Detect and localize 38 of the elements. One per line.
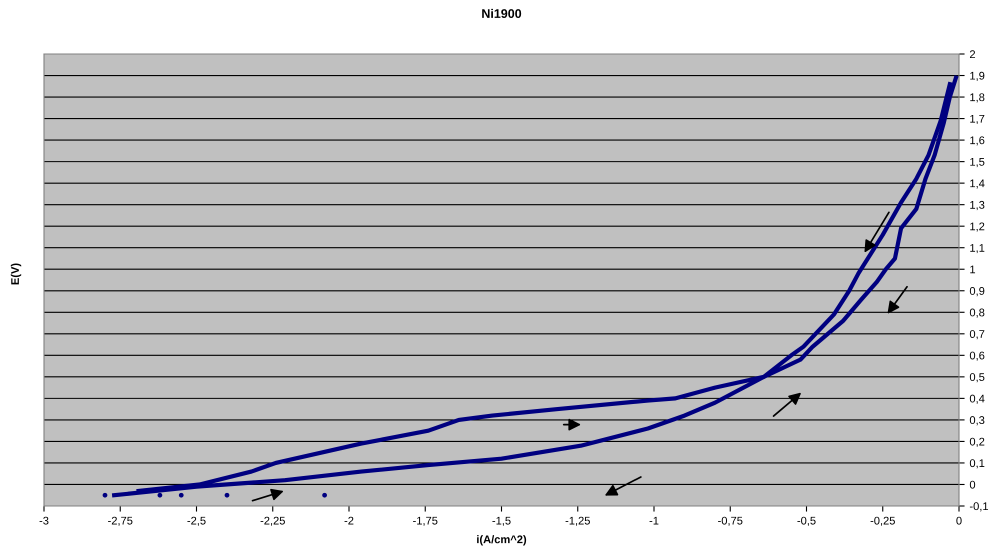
y-tick-label: 1,6 (970, 136, 984, 146)
y-tick-label: -0,1 (970, 502, 988, 512)
y-tick-label: 2 (970, 50, 976, 58)
y-axis-title: E(V) (10, 263, 22, 284)
x-tick-label: -2,25 (260, 516, 285, 526)
y-tick-label: 0,6 (970, 352, 984, 361)
x-tick-label: -2 (344, 516, 354, 524)
x-tick-label: 0 (956, 516, 962, 525)
x-tick-label: -1,75 (413, 516, 438, 526)
x-tick-label: -3 (40, 516, 48, 525)
y-tick-label: 0,1 (970, 459, 984, 468)
y-tick-label: 1,8 (970, 93, 984, 102)
y-tick-label: 1,2 (970, 222, 984, 232)
y-tick-label: 0,2 (970, 438, 984, 447)
x-tick-label: -1,5 (492, 516, 511, 526)
y-tick-label: 1,9 (970, 72, 984, 81)
y-tick-label: 1,3 (970, 200, 984, 210)
y-tick-label: 1,4 (970, 180, 985, 189)
x-tick-label: -1 (650, 516, 658, 524)
x-tick-label: -0,5 (797, 516, 816, 526)
x-tick-label: -0,75 (718, 516, 742, 526)
x-tick-label: -2,5 (187, 516, 206, 526)
chart-title: Ni1900 (482, 8, 522, 18)
x-tick-label: -2,75 (108, 516, 132, 526)
y-tick-label: 0,9 (970, 287, 984, 296)
y-tick-label: 1 (970, 266, 976, 274)
y-tick-label: 0,4 (970, 394, 985, 404)
y-tick-label: 1,1 (970, 244, 984, 254)
x-tick-label: -1,25 (566, 516, 590, 526)
y-tick-label: 0 (970, 480, 976, 489)
y-tick-label: 1,5 (970, 158, 984, 168)
y-tick-label: 0,7 (970, 330, 984, 340)
y-tick-label: 1,7 (970, 114, 984, 124)
x-axis-title: i(A/cm^2) (477, 535, 526, 546)
x-tick-label: -0,25 (870, 516, 895, 526)
y-tick-label: 0,8 (970, 308, 984, 318)
y-tick-label: 0,3 (970, 416, 984, 426)
y-tick-label: 0,5 (970, 373, 984, 382)
